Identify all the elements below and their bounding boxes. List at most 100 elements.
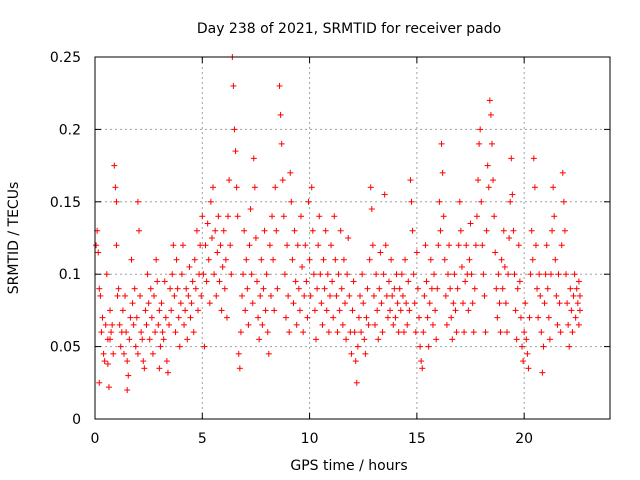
data-point (447, 285, 454, 292)
data-point (272, 184, 279, 191)
data-point (146, 336, 153, 343)
data-point (256, 336, 263, 343)
data-point (570, 292, 577, 299)
data-point (285, 292, 292, 299)
data-point (394, 300, 401, 307)
data-point (540, 343, 547, 350)
data-point (138, 329, 145, 336)
data-point (305, 198, 312, 205)
data-point (216, 278, 223, 285)
data-point (215, 213, 222, 220)
data-point (324, 271, 331, 278)
data-point (166, 321, 173, 328)
data-point (307, 292, 314, 299)
data-point (129, 300, 136, 307)
data-point (477, 126, 484, 133)
data-point (429, 321, 436, 328)
data-point (576, 292, 583, 299)
data-point (96, 379, 103, 386)
data-point (142, 307, 149, 314)
data-point (130, 321, 137, 328)
data-point (525, 365, 532, 372)
data-point (568, 307, 575, 314)
data-point (458, 263, 465, 270)
data-point (222, 256, 229, 263)
data-point (366, 256, 373, 263)
data-point (465, 307, 472, 314)
data-point (486, 97, 493, 104)
y-tick-label: 0.2 (59, 122, 81, 138)
data-point (301, 292, 308, 299)
data-point (335, 271, 342, 278)
data-point (530, 155, 537, 162)
data-point (186, 263, 193, 270)
data-point (267, 292, 274, 299)
data-point (357, 292, 364, 299)
data-point (97, 292, 104, 299)
data-point (261, 227, 268, 234)
data-point (378, 300, 385, 307)
data-point (203, 278, 210, 285)
data-point (393, 271, 400, 278)
data-point (226, 177, 233, 184)
data-point (109, 321, 116, 328)
data-point (111, 162, 118, 169)
data-point (280, 213, 287, 220)
data-point (294, 242, 301, 249)
data-point (279, 177, 286, 184)
data-point (355, 314, 362, 321)
data-point (157, 343, 164, 350)
data-point (348, 350, 355, 357)
data-point (364, 285, 371, 292)
data-point (198, 292, 205, 299)
data-point (116, 321, 123, 328)
data-point (274, 285, 281, 292)
data-point (263, 271, 270, 278)
data-point (133, 314, 140, 321)
data-point (201, 343, 208, 350)
data-point (466, 256, 473, 263)
data-point (321, 285, 328, 292)
data-point (233, 184, 240, 191)
data-point (456, 198, 463, 205)
data-point (381, 191, 388, 198)
data-point (200, 271, 207, 278)
data-point (380, 271, 387, 278)
y-tick-label: 0.15 (50, 195, 81, 211)
data-point (326, 292, 333, 299)
data-point (390, 321, 397, 328)
data-point (446, 242, 453, 249)
data-point (555, 271, 562, 278)
data-point (137, 292, 144, 299)
data-point (409, 227, 416, 234)
data-point (515, 242, 522, 249)
data-point (520, 358, 527, 365)
data-point (408, 198, 415, 205)
data-point (139, 336, 146, 343)
x-tick-label: 5 (198, 431, 207, 447)
plot-frame (94, 56, 611, 420)
data-point (494, 314, 501, 321)
data-point (402, 256, 409, 263)
data-point (163, 358, 170, 365)
data-point (140, 358, 147, 365)
data-point (432, 307, 439, 314)
data-point (288, 198, 295, 205)
data-point (470, 329, 477, 336)
data-point (352, 358, 359, 365)
data-point (534, 285, 541, 292)
data-point (155, 321, 162, 328)
x-tick-labels: 0 5 10 15 20 (91, 431, 534, 447)
data-point (471, 285, 478, 292)
data-point (302, 242, 309, 249)
data-point (542, 271, 549, 278)
data-point (257, 292, 264, 299)
data-points (93, 54, 583, 394)
data-point (191, 256, 198, 263)
data-point (483, 227, 490, 234)
data-point (399, 292, 406, 299)
data-point (282, 314, 289, 321)
data-point (514, 285, 521, 292)
data-point (204, 220, 211, 227)
data-point (401, 329, 407, 336)
